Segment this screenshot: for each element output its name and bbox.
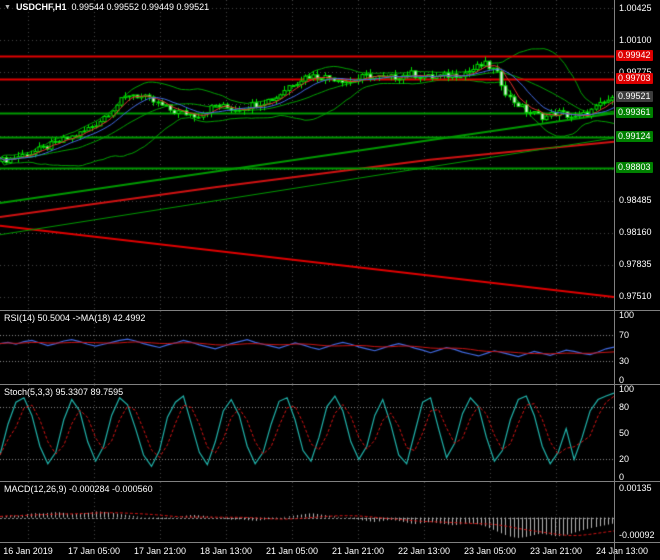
rsi-canvas[interactable]: [0, 311, 614, 384]
time-label: 23 Jan 21:00: [529, 546, 583, 556]
price-tick: 0: [619, 472, 625, 482]
price-tick: 0.00135: [619, 482, 652, 493]
price-level-label: 0.99703: [616, 73, 653, 85]
time-label: 21 Jan 05:00: [265, 546, 319, 556]
price-tick: 70: [619, 329, 630, 340]
time-label: 21 Jan 21:00: [331, 546, 385, 556]
macd-label: MACD(12,26,9) -0.000284 -0.000560: [4, 484, 153, 494]
time-label: 17 Jan 21:00: [133, 546, 187, 556]
main-chart-pane: ▼ USDCHF,H1 0.99544 0.99552 0.99449 0.99…: [0, 0, 614, 310]
price-tick: 50: [619, 428, 630, 438]
time-label: 22 Jan 13:00: [397, 546, 451, 556]
time-label: 18 Jan 13:00: [199, 546, 253, 556]
price-level-label: 0.99942: [616, 49, 653, 61]
macd-canvas[interactable]: [0, 482, 614, 542]
price-tick: 100: [619, 310, 635, 320]
price-axis[interactable]: 1.00425 1.00100 0.99775 0.98485 0.98160 0.978…: [614, 0, 660, 560]
chart-title: ▼ USDCHF,H1 0.99544 0.99552 0.99449 0.99…: [4, 2, 209, 13]
rsi-label: RSI(14) 50.5004 ->MA(18) 42.4992: [4, 313, 146, 323]
time-axis[interactable]: 16 Jan 2019 17 Jan 05:00 17 Jan 21:00 18 Ja…: [0, 542, 660, 560]
chart-symbol: USDCHF,H1: [15, 2, 67, 12]
price-tick: 100: [619, 384, 635, 394]
price-tick: 0.99775: [619, 67, 652, 78]
stochastic-label: Stoch(5,3,3) 95.3307 89.7595: [4, 387, 124, 397]
price-tick: -0.00092: [619, 530, 655, 540]
price-level-label: 0.99124: [616, 130, 653, 142]
chart-ohlc-values: 0.99544 0.99552 0.99449 0.99521: [71, 2, 210, 12]
stochastic-canvas[interactable]: [0, 385, 614, 481]
price-tick: 20: [619, 454, 630, 465]
price-tick: 0.98485: [619, 194, 652, 205]
time-label: 16 Jan 2019: [3, 546, 53, 556]
price-tick: 1.00100: [619, 35, 652, 46]
stochastic-pane: Stoch(5,3,3) 95.3307 89.7595: [0, 384, 660, 481]
price-level-label: 0.98803: [616, 162, 653, 174]
macd-pane: MACD(12,26,9) -0.000284 -0.000560: [0, 481, 660, 542]
current-price-label: 0.99521: [616, 91, 653, 103]
price-tick: 80: [619, 401, 630, 412]
main-chart-canvas[interactable]: [0, 0, 614, 310]
price-tick: 0: [619, 375, 625, 385]
symbol-dropdown-icon[interactable]: ▼: [4, 3, 11, 11]
price-tick: 0.98160: [619, 226, 652, 237]
price-level-label: 0.99361: [616, 107, 653, 119]
time-label: 23 Jan 05:00: [463, 546, 517, 556]
rsi-pane: RSI(14) 50.5004 ->MA(18) 42.4992: [0, 310, 660, 384]
price-tick: 1.00425: [619, 3, 652, 13]
price-tick: 0.97510: [619, 290, 652, 301]
time-label: 24 Jan 13:00: [595, 546, 649, 556]
price-tick: 30: [619, 355, 630, 366]
time-label: 17 Jan 05:00: [67, 546, 121, 556]
price-tick: 0.97835: [619, 258, 652, 269]
